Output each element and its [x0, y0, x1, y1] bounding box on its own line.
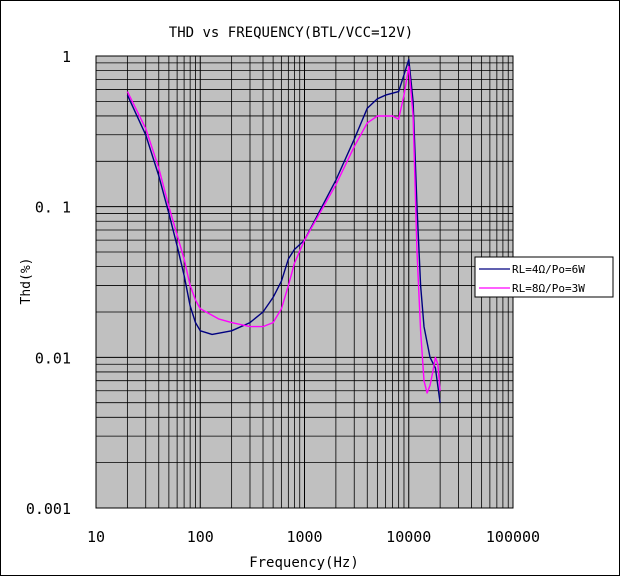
y-axis-ticks: 0.001 0.01 0. 1 1: [26, 48, 71, 518]
y-tick-label: 0.01: [35, 349, 71, 367]
legend-label-4ohm: RL=4Ω/Po=6W: [512, 263, 585, 276]
x-tick-label: 10: [87, 528, 105, 546]
x-tick-label: 100: [187, 528, 214, 546]
series-lines: [126, 58, 441, 403]
y-tick-label: 0.001: [26, 500, 71, 518]
legend-label-8ohm: RL=8Ω/Po=3W: [512, 282, 585, 295]
x-axis-label: Frequency(Hz): [249, 555, 359, 571]
y-tick-label: 1: [62, 48, 71, 66]
x-axis-ticks: 10 100 1000 10000 100000: [87, 528, 540, 546]
series-line-8ohm: [126, 65, 441, 394]
y-tick-label: 0. 1: [35, 199, 71, 217]
legend-box: [474, 256, 614, 298]
chart-title: THD vs FREQUENCY(BTL/VCC=12V): [169, 25, 413, 41]
y-axis-label: Thd(%): [19, 258, 34, 305]
x-tick-label: 100000: [486, 528, 540, 546]
x-tick-label: 1000: [286, 528, 322, 546]
series-line-4ohm: [126, 58, 441, 403]
x-tick-label: 10000: [386, 528, 431, 546]
legend: RL=4Ω/Po=6W RL=8Ω/Po=3W: [474, 256, 614, 298]
